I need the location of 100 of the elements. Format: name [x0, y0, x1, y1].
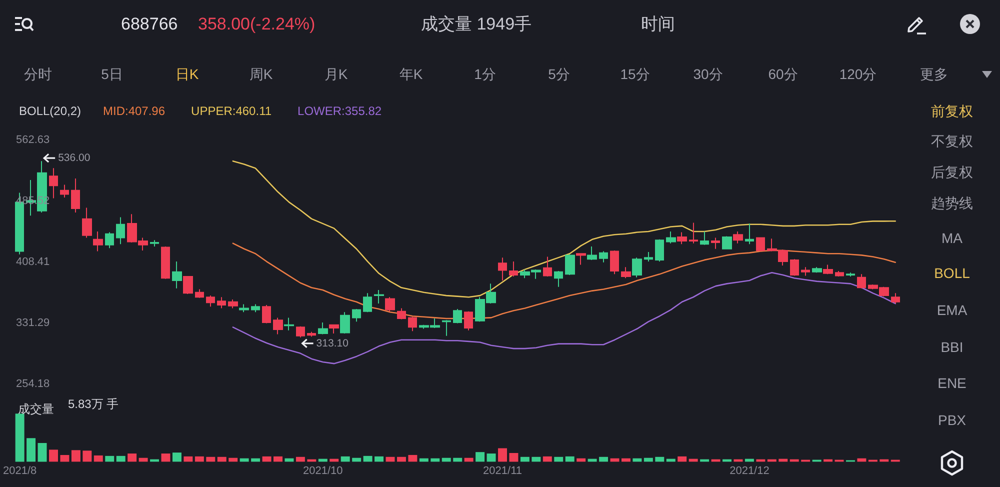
text: 不复权	[931, 133, 973, 149]
bar	[678, 456, 687, 462]
bar	[71, 450, 80, 462]
text: 120分	[839, 66, 877, 82]
text: 5.83万 手	[68, 397, 119, 411]
candlestick	[296, 326, 305, 338]
candlestick	[812, 266, 822, 274]
text: PBX	[938, 412, 966, 428]
bar	[374, 456, 384, 462]
candlestick	[340, 312, 350, 334]
bar	[262, 456, 272, 462]
x-tick-label: 2021/11	[483, 465, 522, 478]
candlestick	[71, 178, 80, 213]
bar	[60, 454, 70, 462]
text: 前复权	[931, 103, 973, 119]
candlestick	[644, 252, 653, 262]
text: 趋势线	[931, 195, 973, 211]
candlestick	[195, 288, 204, 298]
bar	[228, 458, 238, 462]
bar	[172, 452, 182, 462]
candlestick	[385, 296, 395, 312]
candlestick	[632, 257, 642, 278]
line-series	[232, 242, 896, 320]
text: MID:407.96	[103, 104, 166, 118]
candlestick	[801, 266, 810, 276]
bar	[217, 456, 226, 462]
candlestick	[352, 308, 361, 322]
text: MA	[942, 230, 962, 246]
x-tick-label: 2021/12	[730, 465, 770, 478]
candlestick	[823, 264, 833, 275]
candlestick	[790, 258, 799, 276]
candlestick	[891, 292, 900, 304]
bar	[340, 456, 350, 462]
bar	[206, 456, 216, 462]
bar	[128, 454, 137, 462]
bar	[476, 452, 485, 462]
candlestick	[498, 257, 507, 282]
bar	[15, 414, 24, 462]
candlestick	[745, 223, 754, 245]
annotation: 313.10	[316, 337, 349, 350]
candlestick	[655, 238, 664, 262]
bar	[161, 454, 170, 462]
text: BOLL	[934, 265, 970, 281]
bar	[464, 458, 474, 462]
candlestick	[857, 274, 866, 289]
candlestick	[150, 240, 159, 247]
candlestick	[666, 230, 676, 244]
y-tick-label: 254.18	[16, 378, 50, 390]
candlestick	[251, 304, 260, 313]
candlestick	[700, 230, 709, 246]
bar	[26, 438, 36, 462]
bar	[49, 450, 58, 462]
candlestick	[565, 254, 575, 276]
text: 5分	[548, 66, 570, 82]
candlestick	[161, 246, 170, 280]
bar	[184, 456, 193, 462]
bar	[532, 456, 541, 462]
annotation: 536.00	[58, 152, 90, 164]
candlestick	[239, 304, 249, 313]
bar	[520, 456, 530, 462]
bar	[655, 456, 664, 462]
text: 更多	[920, 66, 948, 82]
text: 日K	[175, 66, 199, 82]
bar	[599, 456, 608, 462]
bar	[116, 456, 126, 462]
candlestick	[49, 168, 58, 199]
candlestick	[228, 299, 238, 309]
candlestick	[329, 324, 339, 334]
bar	[644, 458, 653, 462]
bar	[542, 456, 552, 462]
bar	[554, 456, 564, 462]
y-tick-label: 562.63	[16, 134, 50, 146]
candlestick	[576, 253, 586, 266]
candlestick	[183, 276, 193, 294]
text: 15分	[620, 66, 650, 82]
candlestick	[621, 266, 631, 279]
bar	[363, 456, 372, 462]
bar	[408, 454, 418, 462]
bar	[498, 448, 507, 462]
bar	[274, 456, 282, 462]
bar	[94, 455, 103, 462]
bar	[565, 456, 574, 462]
candlestick	[262, 304, 271, 324]
text: 30分	[693, 66, 723, 82]
candlestick	[846, 272, 855, 278]
candlestick	[307, 331, 316, 338]
candlestick	[105, 232, 114, 249]
y-tick-label: 408.41	[16, 256, 50, 268]
candlestick	[442, 320, 451, 336]
candlestick	[554, 270, 563, 288]
candlestick	[756, 237, 765, 252]
bar	[38, 442, 47, 462]
text: 年K	[399, 66, 423, 82]
bar	[194, 456, 204, 462]
text: 月K	[324, 66, 348, 82]
candlestick	[206, 295, 215, 308]
candlestick	[733, 230, 743, 244]
bar	[442, 458, 451, 462]
bar	[453, 458, 462, 462]
candlestick	[363, 292, 372, 313]
